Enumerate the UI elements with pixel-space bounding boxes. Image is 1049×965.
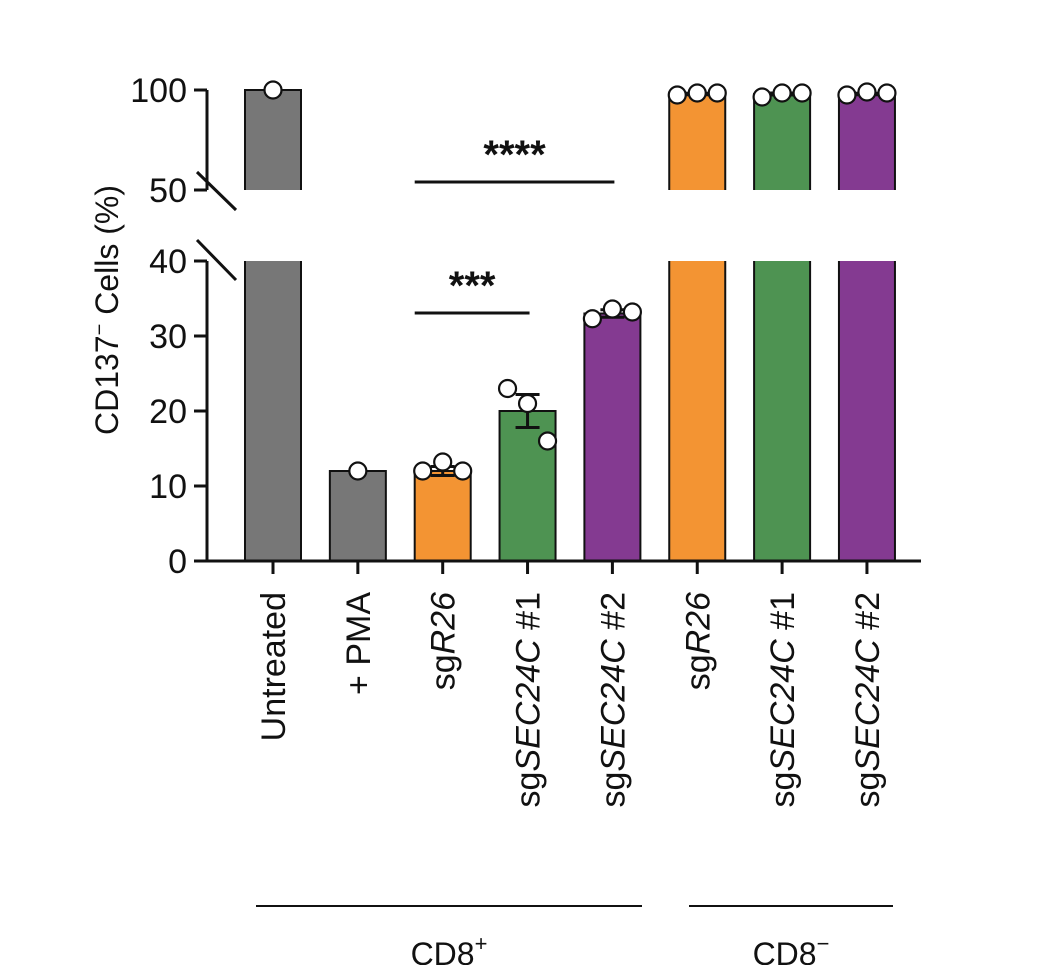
significance-annotations: ******* (414, 133, 615, 315)
data-point-6-2 (792, 83, 812, 103)
category-label-6: sgSEC24C #1 (764, 592, 802, 807)
data-point-3-2 (537, 431, 558, 451)
bar-5-lower (669, 261, 726, 561)
bar-0-lower (245, 261, 301, 561)
bars (244, 89, 896, 562)
bar-7-upper (838, 94, 895, 190)
group-label-1: CD8− (753, 931, 830, 965)
y-tick-label-20: 20 (149, 393, 187, 431)
bar-0-upper (245, 90, 301, 190)
category-label-3: sgSEC24C #1 (510, 592, 548, 807)
bar-1 (328, 470, 387, 562)
data-point-7-1 (857, 82, 877, 102)
data-point-6-0 (752, 87, 772, 107)
category-label-1: + PMA (340, 592, 378, 695)
y-ticks: 0 10 20 30 40 50 100 (130, 72, 207, 581)
group-labels: CD8+ CD8− (256, 905, 893, 965)
bar-4 (583, 312, 642, 562)
bar-6-upper (754, 94, 811, 190)
data-point-4-1 (602, 299, 623, 319)
y-tick-label-100: 100 (130, 72, 187, 110)
axis-break-mark-lower (195, 238, 238, 282)
category-label-2: sgR26 (425, 592, 463, 690)
category-label-5: sgR26 (679, 592, 717, 690)
x-ticks (271, 561, 869, 574)
data-point-4-2 (622, 302, 643, 322)
data-point-7-0 (837, 85, 857, 105)
bar-2 (413, 470, 472, 562)
data-point-3-1 (517, 393, 538, 414)
significance-label-0: **** (483, 133, 546, 177)
data-point-7-2 (877, 83, 897, 103)
category-labels: Untreated + PMA sgR26 sgSEC24C #1 sgSEC24C #… (255, 592, 887, 808)
y-tick-label-50: 50 (149, 172, 187, 210)
data-point-2-2 (453, 461, 473, 481)
y-tick-label-10: 10 (149, 468, 187, 506)
data-point-5-2 (707, 83, 727, 103)
category-label-4: sgSEC24C #2 (594, 592, 632, 807)
bar-6-lower (754, 261, 811, 561)
data-point-0-0 (263, 80, 283, 100)
data-point-2-0 (413, 461, 433, 481)
data-point-3-0 (497, 378, 518, 399)
y-axis-title: CD137− Cells (%) (89, 185, 125, 435)
axis-break-mark-upper (195, 170, 238, 212)
significance-label-1: *** (449, 264, 496, 308)
data-point-4-0 (582, 309, 603, 329)
data-point-1-0 (348, 461, 368, 481)
data-point-5-1 (687, 83, 707, 103)
category-label-0: Untreated (255, 592, 293, 741)
data-points (263, 80, 897, 481)
data-point-5-0 (667, 85, 687, 105)
y-tick-label-0: 0 (168, 543, 187, 581)
bar-5-upper (669, 94, 726, 190)
category-label-7: sgSEC24C #2 (849, 592, 887, 807)
data-point-2-1 (433, 452, 453, 472)
data-point-6-1 (772, 83, 792, 103)
axes (195, 90, 921, 563)
bar-7-lower (838, 261, 895, 561)
y-tick-label-30: 30 (149, 318, 187, 356)
group-label-0: CD8+ (411, 931, 488, 965)
y-tick-label-40: 40 (149, 243, 187, 281)
